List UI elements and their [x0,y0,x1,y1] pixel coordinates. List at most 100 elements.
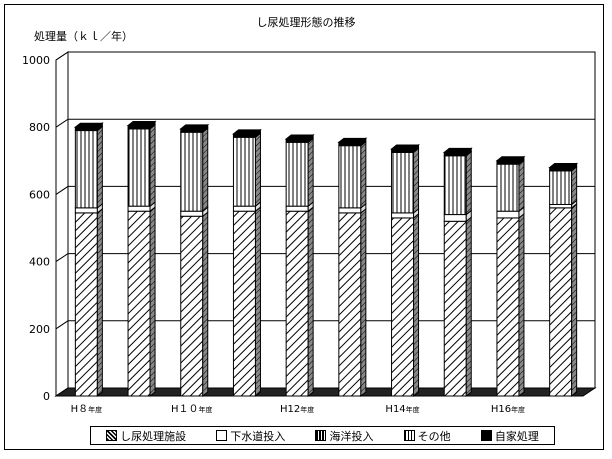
bar-side [202,127,209,213]
bar-segment [338,207,362,214]
bar-stack [126,120,157,398]
bar-top [548,163,579,169]
bar-side [254,132,261,208]
bar-segment [232,205,256,212]
bar-segment [443,155,467,216]
bar-side [149,123,156,208]
bar-stack [337,137,368,398]
bar-side [307,206,314,398]
legend-entry: 下水道投入 [216,428,285,444]
y-axis-label: 処理量（ｋｌ／年） [34,30,133,43]
bar-stack [548,162,579,398]
legend-swatch [480,430,492,441]
bar-side [571,165,578,206]
legend-entry: 海洋投入 [315,428,373,444]
x-tick-label: H14年度 [385,404,419,415]
legend-swatch [216,430,228,441]
legend-entry: 自家処理 [480,428,539,444]
bar-side [360,207,367,398]
bar-segment [74,207,98,214]
x-tick-label: H１０年度 [171,404,213,415]
bar-segment [285,138,309,143]
bar-top [126,121,157,127]
bar-segment [391,148,415,153]
bar-segment [443,214,467,222]
bar-segment [391,217,415,397]
bar-side [149,206,156,398]
gridline [55,253,595,263]
bar-side [96,125,103,209]
bar-top [442,147,473,153]
bar-top [232,129,262,135]
y-tick-label: 0 [43,390,50,403]
bar-segment [285,141,309,207]
bar-side [465,150,472,216]
legend-label: 下水道投入 [230,429,286,443]
bar-stack [390,143,420,398]
legend-entry: し尿処理施設 [106,428,186,444]
y-tick-label: 400 [29,256,50,269]
legend: し尿処理施設 下水道投入 海洋投入 その他 自家処理 [90,426,555,445]
bar-segment [127,128,151,207]
bar-top [390,144,420,150]
bar-segment [549,167,573,172]
legend-swatch [403,430,415,441]
bar-segment [232,136,256,207]
legend-swatch [106,430,118,441]
bar-segment [232,133,256,138]
legend-swatch [315,430,327,441]
gridline [55,118,595,128]
bar-top [73,122,104,128]
bar-segment [74,130,98,209]
bar-segment [127,125,151,130]
bar-segment [496,163,520,212]
bar-segment [74,126,98,132]
bar-segment [496,217,520,397]
bar-segment [180,210,204,217]
bar-segment [496,160,520,165]
bar-side [518,159,525,213]
bar-stack [284,133,315,398]
bar-segment [338,141,362,147]
y-tick-label: 200 [29,323,50,336]
bar-segment [443,151,467,157]
x-tick-suffix: 年度 [406,405,420,414]
bar-segment [180,131,204,212]
bar-stack [179,123,210,398]
bar-stack [495,155,526,398]
bar-stack [442,147,473,398]
legend-label: し尿処理施設 [120,429,187,443]
bar-top [179,124,210,130]
bar-segment [443,220,467,397]
bar-side [307,137,314,208]
y-tick-label: 600 [29,188,50,201]
x-tick-suffix: 年度 [300,405,314,414]
y-tick-label: 1000 [22,54,50,67]
bar-stack [232,128,262,398]
x-tick-suffix: 年度 [199,405,213,414]
bar-segment [338,212,362,397]
y-tick-label: 800 [29,121,50,134]
bar-segment [391,212,415,219]
bar-segment [285,210,309,397]
legend-label: その他 [417,429,451,443]
bar-segment [180,215,204,397]
bar-side [254,206,261,398]
gridline [55,320,595,330]
x-tick-suffix: 年度 [511,405,525,414]
chart-title: し尿処理形態の推移 [256,16,356,29]
legend-label: 海洋投入 [329,429,374,443]
bar-top [284,134,315,140]
x-tick-label: H８年度 [71,404,103,415]
bar-segment [127,205,151,212]
bar-segment [549,207,573,397]
bar-segment [180,128,204,133]
bar-segment [391,151,415,214]
bar-stack [73,122,104,398]
bar-side [96,207,103,398]
bar-side [413,212,420,398]
bar-segment [338,145,362,209]
side-wall [55,51,69,397]
gridline [55,51,595,61]
